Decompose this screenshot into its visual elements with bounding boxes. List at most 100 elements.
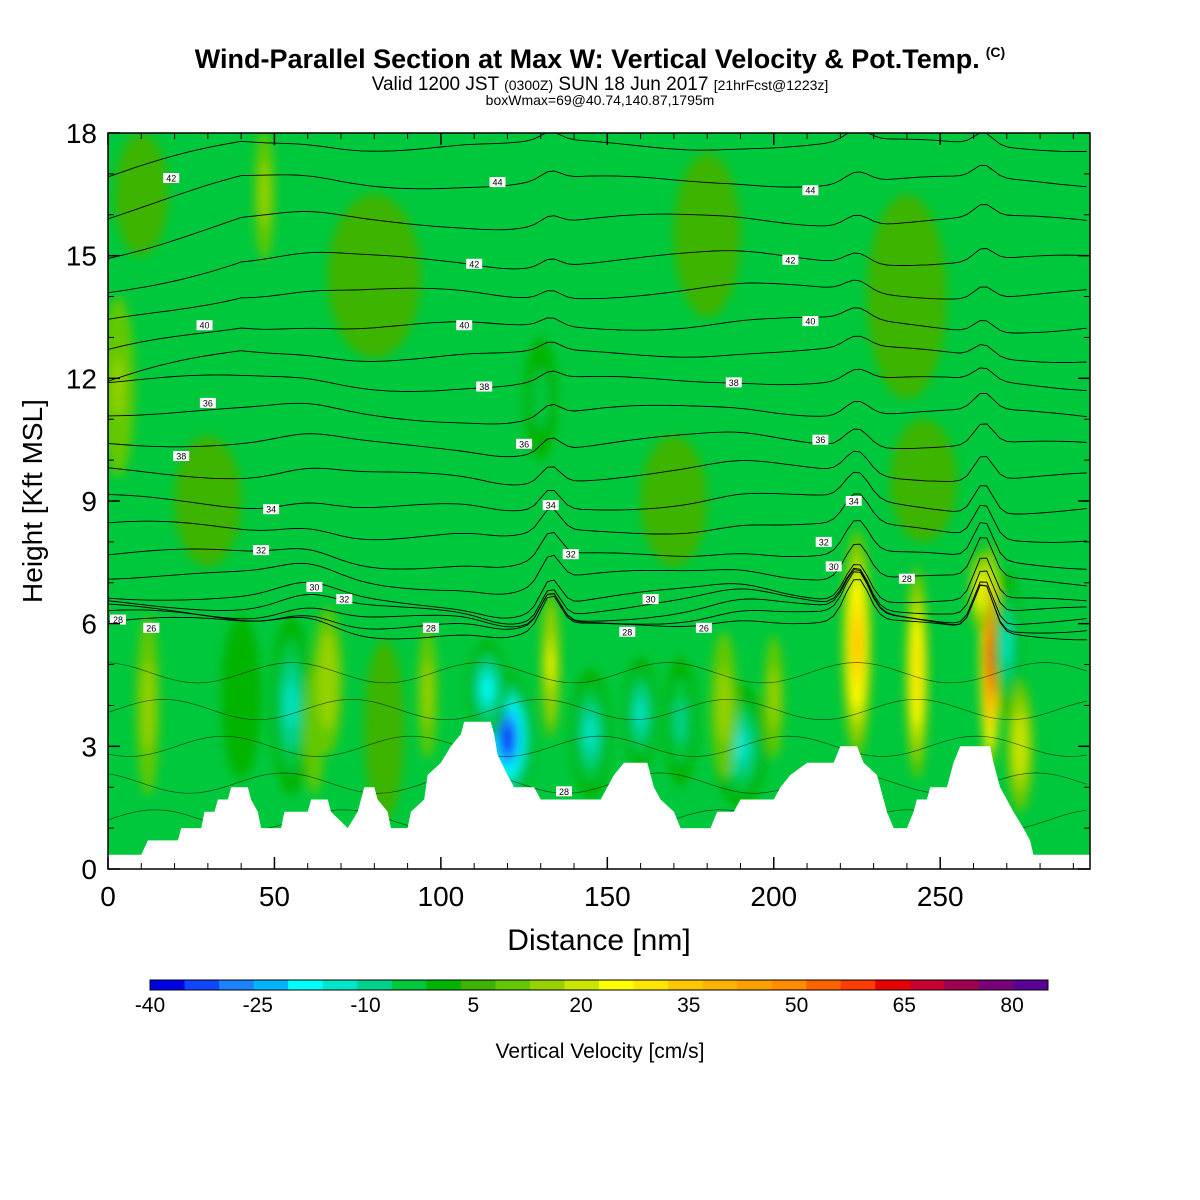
x-tick-label: 100 — [418, 881, 465, 912]
isentrope-line — [108, 393, 1087, 425]
colorbar-frame — [149, 979, 1049, 991]
svg-text:32: 32 — [339, 595, 349, 605]
terrain-mask — [108, 721, 1090, 869]
colorbar-swatch — [460, 980, 496, 990]
y-axis-label: Height [Kft MSL] — [17, 399, 48, 603]
isentrope-line — [108, 164, 1087, 220]
w-cell — [915, 655, 919, 691]
svg-text:42: 42 — [785, 255, 795, 265]
w-cell — [142, 660, 154, 751]
valid-time: Valid 1200 JST — [371, 74, 499, 95]
isentrope-label: 28 — [110, 614, 126, 625]
svg-text:36: 36 — [815, 435, 825, 445]
colorbar-tick-label: 50 — [785, 994, 808, 1017]
isentrope-label: 30 — [825, 561, 842, 572]
chart-subtitle: Valid 1200 JST (0300Z) SUN 18 Jun 2017 [… — [0, 74, 1200, 96]
svg-text:34: 34 — [266, 505, 276, 515]
isentrope-label: 28 — [619, 626, 636, 637]
w-cell — [640, 435, 708, 567]
colorbar-swatch — [391, 980, 427, 990]
valid-date: SUN 18 Jun 2017 — [558, 74, 709, 95]
svg-text:30: 30 — [309, 582, 319, 592]
svg-text:40: 40 — [199, 321, 209, 331]
chart-title-text: Wind-Parallel Section at Max W: Vertical… — [194, 44, 980, 74]
isentrope-label: 32 — [253, 545, 270, 556]
w-cell — [286, 682, 297, 728]
isentrope-label: 44 — [489, 177, 506, 188]
isentrope-line — [108, 662, 1087, 684]
isentrope-line — [108, 248, 1087, 294]
colorbar-tick-label: 80 — [1000, 994, 1023, 1017]
x-tick-label: 250 — [917, 881, 964, 912]
svg-text:30: 30 — [646, 595, 656, 605]
colorbar-swatch — [633, 980, 669, 990]
plot-area: 28 26 38 36 40 42 34 32 30 32 28 42 40 38 44 36 34 32 30 28… — [108, 133, 1090, 869]
colorbar-swatch — [564, 980, 600, 990]
isentrope-label: 40 — [196, 320, 213, 331]
svg-text:28: 28 — [902, 574, 912, 584]
y-tick-label: 9 — [81, 486, 97, 517]
isentrope-line — [108, 450, 1087, 486]
svg-text:28: 28 — [622, 627, 632, 637]
w-cell — [221, 615, 262, 780]
isentrope-label: 38 — [725, 377, 742, 388]
y-tick-label: 18 — [66, 118, 97, 149]
colorbar-swatch — [357, 980, 393, 990]
y-tick-label: 6 — [81, 609, 97, 640]
colorbar-label: Vertical Velocity [cm/s] — [496, 1040, 705, 1063]
svg-text:32: 32 — [566, 550, 576, 560]
isentrope-label: 28 — [422, 622, 439, 633]
svg-text:32: 32 — [819, 537, 829, 547]
colorbar-swatch — [495, 980, 531, 990]
isentrope-label: 28 — [898, 573, 915, 584]
svg-text:36: 36 — [203, 398, 213, 408]
y-tick-label: 0 — [81, 854, 97, 885]
colorbar-swatch — [668, 980, 704, 990]
w-cell — [1016, 729, 1024, 763]
svg-text:38: 38 — [176, 452, 186, 462]
isentrope-label: 42 — [466, 258, 483, 269]
x-tick-label: 150 — [584, 881, 631, 912]
svg-text:32: 32 — [256, 546, 266, 556]
isentrope-label: 34 — [263, 504, 280, 515]
w-cell — [112, 356, 124, 417]
colorbar-swatch — [288, 980, 324, 990]
isentrope-line — [108, 735, 1087, 757]
w-cell — [675, 700, 687, 744]
x-tick-label: 0 — [100, 881, 116, 912]
y-tick-label: 3 — [81, 731, 97, 762]
w-cell — [483, 679, 492, 699]
w-cell — [989, 647, 991, 666]
isentrope-line — [108, 698, 1087, 721]
w-cell — [548, 649, 553, 680]
box-wmax-info: boxWmax=69@40.74,140.87,1795m — [485, 92, 715, 108]
isentrope-line — [108, 520, 1087, 570]
w-cell — [422, 660, 433, 726]
isentrope-label: 32 — [336, 594, 353, 605]
isentrope-line — [108, 367, 1087, 392]
colorbar-tick-label: -10 — [350, 994, 380, 1017]
isentrope-line — [108, 335, 1087, 382]
isentrope-line — [108, 569, 1087, 628]
svg-text:40: 40 — [805, 317, 815, 327]
svg-text:30: 30 — [829, 562, 839, 572]
isentrope-line — [108, 557, 1087, 619]
w-cell — [673, 153, 741, 317]
isentrope-label: 32 — [815, 536, 832, 547]
svg-text:38: 38 — [729, 378, 739, 388]
w-cell — [854, 627, 860, 661]
isentrope-label: 36 — [812, 434, 829, 445]
colorbar-swatch — [322, 980, 358, 990]
x-tick-label: 200 — [750, 881, 797, 912]
isentrope-label: 26 — [143, 622, 160, 633]
isentrope-line — [108, 133, 1087, 178]
isentrope-label: 38 — [173, 451, 190, 462]
y-tick-label: 12 — [66, 363, 97, 394]
colorbar-swatch — [219, 980, 255, 990]
svg-text:42: 42 — [469, 259, 479, 269]
svg-text:26: 26 — [699, 623, 709, 633]
w-cell — [174, 435, 242, 567]
w-cell — [259, 161, 270, 227]
isentrope-label: 44 — [802, 185, 819, 196]
